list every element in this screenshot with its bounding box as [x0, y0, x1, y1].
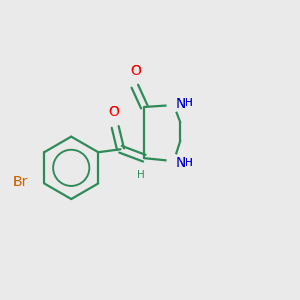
Text: O: O	[108, 105, 119, 118]
Text: H: H	[185, 98, 193, 108]
Text: O: O	[130, 64, 141, 78]
Text: N: N	[175, 97, 186, 111]
Text: N: N	[175, 97, 186, 111]
Text: N: N	[175, 156, 186, 170]
Text: Br: Br	[13, 175, 28, 189]
Text: H: H	[185, 98, 193, 108]
Text: O: O	[130, 64, 141, 78]
Text: Br: Br	[13, 175, 28, 189]
Text: H: H	[185, 158, 193, 168]
Circle shape	[110, 111, 121, 122]
Circle shape	[130, 70, 141, 81]
Text: N: N	[175, 156, 186, 170]
Circle shape	[18, 174, 35, 190]
Circle shape	[167, 98, 180, 112]
Text: O: O	[108, 105, 119, 118]
Text: H: H	[185, 158, 193, 168]
Text: H: H	[137, 170, 145, 180]
Circle shape	[167, 154, 180, 168]
